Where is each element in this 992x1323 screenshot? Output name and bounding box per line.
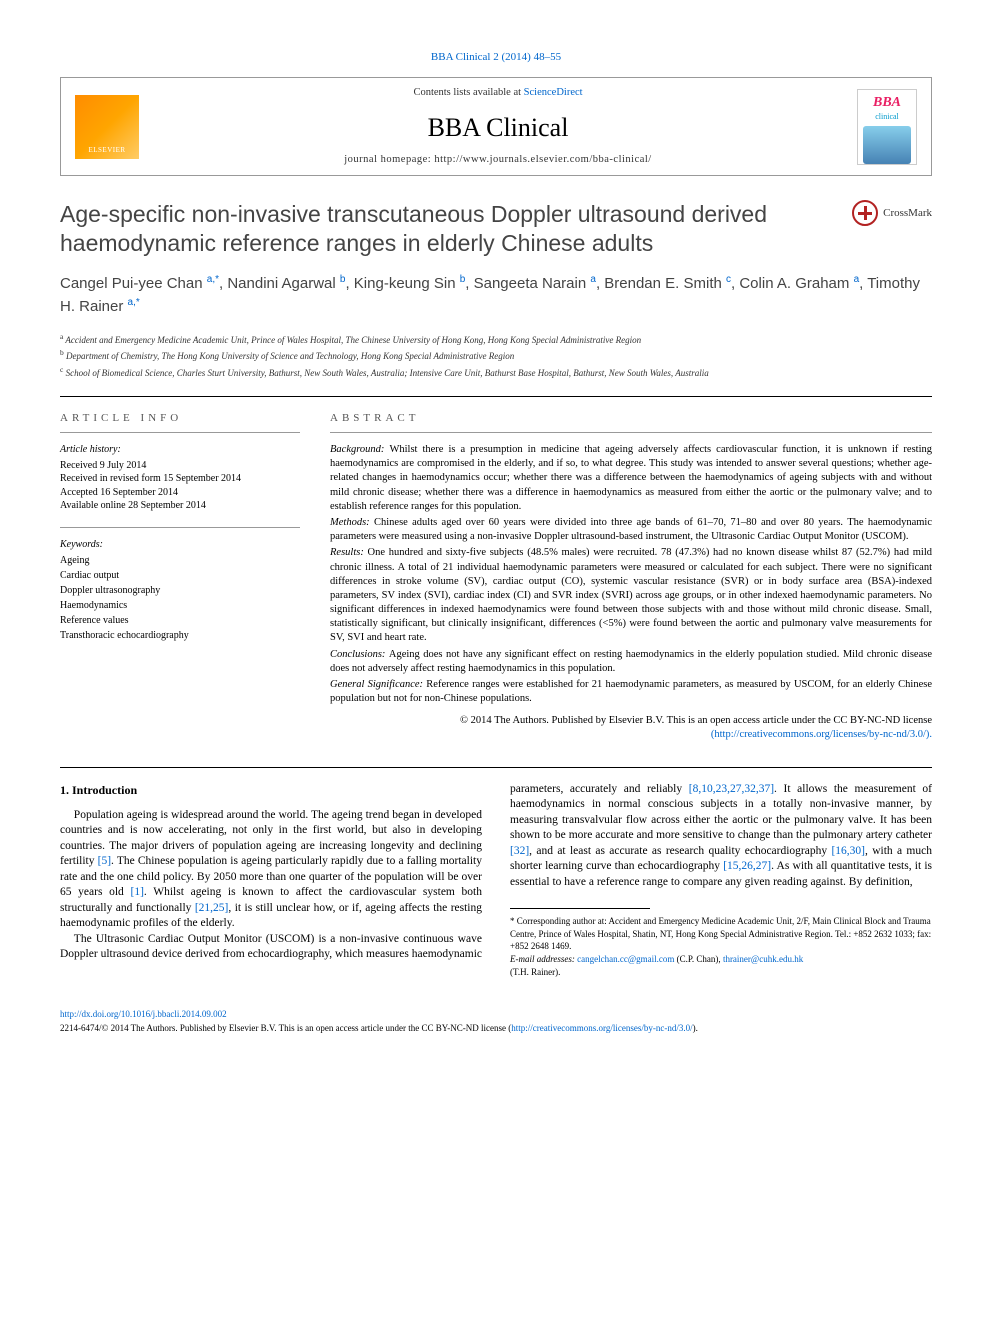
keywords-block: Keywords: AgeingCardiac outputDoppler ul… [60, 538, 300, 644]
thin-rule [60, 432, 300, 433]
keyword-item: Haemodynamics [60, 598, 300, 613]
ref-15-26-27[interactable]: [15,26,27] [723, 860, 771, 872]
crossmark-icon [852, 200, 878, 226]
keywords-label: Keywords: [60, 538, 300, 552]
journal-citation: BBA Clinical 2 (2014) 48–55 [60, 50, 932, 65]
copyright-block: © 2014 The Authors. Published by Elsevie… [330, 714, 932, 742]
abstract-body: Background: Whilst there is a presumptio… [330, 443, 932, 706]
article-info-column: article info Article history: Received 9… [60, 411, 300, 742]
thin-rule-2 [60, 527, 300, 528]
abstract-section: Results: One hundred and sixty-five subj… [330, 546, 932, 645]
abstract-section: Methods: Chinese adults aged over 60 yea… [330, 516, 932, 544]
issn-pre: 2214-6474/© 2014 The Authors. Published … [60, 1023, 511, 1033]
homepage-line: journal homepage: http://www.journals.el… [139, 153, 857, 167]
abstract-section: Background: Whilst there is a presumptio… [330, 443, 932, 514]
ref-32[interactable]: [32] [510, 845, 529, 857]
abstract-section-label: Results: [330, 547, 368, 558]
elsevier-logo: ELSEVIER [75, 95, 139, 159]
footnote-rule [510, 908, 650, 909]
history-item: Received 9 July 2014 [60, 459, 300, 473]
abstract-section-label: Conclusions: [330, 649, 389, 660]
intro-p1: Population ageing is widespread around t… [60, 808, 482, 932]
affiliation-line: a Accident and Emergency Medicine Academ… [60, 331, 932, 348]
journal-header: ELSEVIER Contents lists available at Sci… [60, 77, 932, 176]
keyword-item: Reference values [60, 613, 300, 628]
authors-list: Cangel Pui-yee Chan a,*, Nandini Agarwal… [60, 272, 932, 319]
header-center: Contents lists available at ScienceDirec… [139, 86, 857, 167]
corresponding-author: * Corresponding author at: Accident and … [510, 915, 932, 953]
journal-name: BBA Clinical [139, 110, 857, 145]
article-info-heading: article info [60, 411, 300, 426]
page-footer: http://dx.doi.org/10.1016/j.bbacli.2014.… [60, 1008, 932, 1034]
issn-copyright-line: 2214-6474/© 2014 The Authors. Published … [60, 1022, 932, 1034]
ref-16-30[interactable]: [16,30] [831, 845, 865, 857]
body-text: 1. Introduction Population ageing is wid… [60, 782, 932, 979]
abstract-section-label: General Significance: [330, 679, 426, 690]
cover-image [863, 126, 911, 163]
cover-sub: clinical [875, 112, 899, 123]
email-label: E-mail addresses: [510, 954, 577, 964]
keywords-list: AgeingCardiac outputDoppler ultrasonogra… [60, 553, 300, 643]
keyword-item: Ageing [60, 553, 300, 568]
contents-line: Contents lists available at ScienceDirec… [139, 86, 857, 100]
abstract-section: Conclusions: Ageing does not have any si… [330, 648, 932, 676]
abstract-section-label: Background: [330, 444, 389, 455]
abstract-section-text: Whilst there is a presumption in medicin… [330, 444, 932, 512]
cover-tag: BBA [873, 94, 901, 113]
history-label: Article history: [60, 443, 300, 457]
ref-21-25[interactable]: [21,25] [195, 902, 229, 914]
affiliation-line: c School of Biomedical Science, Charles … [60, 364, 932, 381]
ref-multi-1[interactable]: [8,10,23,27,32,37] [689, 783, 774, 795]
page-container: BBA Clinical 2 (2014) 48–55 ELSEVIER Con… [0, 0, 992, 1074]
title-row: Age-specific non-invasive transcutaneous… [60, 200, 932, 258]
crossmark-label: CrossMark [883, 206, 932, 221]
info-abstract-row: article info Article history: Received 9… [60, 411, 932, 742]
abstract-heading: abstract [330, 411, 932, 426]
intro-p3-mid2: , and at least as accurate as research q… [529, 845, 831, 857]
crossmark-badge[interactable]: CrossMark [852, 200, 932, 226]
history-list: Received 9 July 2014Received in revised … [60, 459, 300, 513]
abstract-section-text: Chinese adults aged over 60 years were d… [330, 517, 932, 542]
history-item: Available online 28 September 2014 [60, 499, 300, 513]
footer-license-link[interactable]: http://creativecommons.org/licenses/by-n… [511, 1023, 692, 1033]
email2-who: (T.H. Rainer). [510, 967, 560, 977]
journal-citation-link[interactable]: BBA Clinical 2 (2014) 48–55 [431, 51, 561, 63]
homepage-prefix: journal homepage: [344, 154, 434, 165]
issn-post: ). [693, 1023, 698, 1033]
abstract-section-text: Ageing does not have any significant eff… [330, 649, 932, 674]
history-item: Received in revised form 15 September 20… [60, 472, 300, 486]
sciencedirect-link[interactable]: ScienceDirect [524, 87, 583, 98]
abstract-section: General Significance: Reference ranges w… [330, 678, 932, 706]
abstract-section-label: Methods: [330, 517, 374, 528]
intro-heading: 1. Introduction [60, 782, 482, 798]
keyword-item: Cardiac output [60, 568, 300, 583]
article-history-block: Article history: Received 9 July 2014Rec… [60, 443, 300, 513]
elsevier-logo-text: ELSEVIER [88, 146, 125, 155]
license-link[interactable]: (http://creativecommons.org/licenses/by-… [711, 729, 932, 740]
keyword-item: Transthoracic echocardiography [60, 628, 300, 643]
email-line: E-mail addresses: cangelchan.cc@gmail.co… [510, 953, 932, 978]
journal-cover: BBA clinical [857, 89, 917, 165]
affiliation-line: b Department of Chemistry, The Hong Kong… [60, 347, 932, 364]
affiliations: a Accident and Emergency Medicine Academ… [60, 331, 932, 381]
divider-rule [60, 396, 932, 397]
ref-1[interactable]: [1] [130, 886, 143, 898]
email-2[interactable]: thrainer@cuhk.edu.hk [723, 954, 803, 964]
abstract-column: abstract Background: Whilst there is a p… [330, 411, 932, 742]
copyright-text: © 2014 The Authors. Published by Elsevie… [330, 714, 932, 728]
ref-5[interactable]: [5] [98, 855, 111, 867]
contents-prefix: Contents lists available at [413, 87, 523, 98]
homepage-url: http://www.journals.elsevier.com/bba-cli… [434, 154, 651, 165]
article-title: Age-specific non-invasive transcutaneous… [60, 200, 852, 258]
footnotes: * Corresponding author at: Accident and … [510, 915, 932, 978]
email-1[interactable]: cangelchan.cc@gmail.com [577, 954, 674, 964]
history-item: Accepted 16 September 2014 [60, 486, 300, 500]
abstract-section-text: One hundred and sixty-five subjects (48.… [330, 547, 932, 643]
doi-link[interactable]: http://dx.doi.org/10.1016/j.bbacli.2014.… [60, 1009, 227, 1019]
divider-rule-2 [60, 767, 932, 768]
thin-rule-3 [330, 432, 932, 433]
keyword-item: Doppler ultrasonography [60, 583, 300, 598]
email1-who: (C.P. Chan), [674, 954, 723, 964]
